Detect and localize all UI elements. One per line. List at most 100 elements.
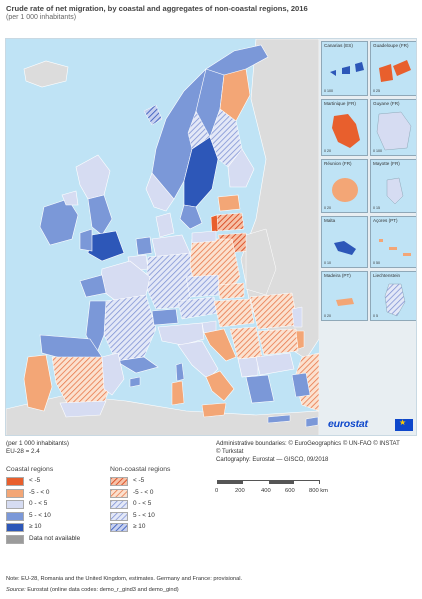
eu-average: EU-28 = 2.4 bbox=[6, 448, 40, 455]
scale-tick: 800 km bbox=[309, 488, 329, 494]
region-norway-south bbox=[145, 172, 175, 212]
region-austria bbox=[177, 296, 219, 320]
region-northern-ireland bbox=[61, 190, 79, 206]
legend-item: Data not available bbox=[6, 534, 80, 546]
legend-label: 0 - < 5 bbox=[29, 500, 48, 507]
region-croatia bbox=[203, 328, 237, 362]
region-corsica bbox=[175, 362, 185, 382]
inset-guyane[interactable]: Guyane (FR) 0 100 bbox=[370, 99, 416, 156]
inset-scale: 0 20 bbox=[324, 314, 331, 318]
inset-label: Liechtenstein bbox=[373, 273, 401, 278]
legend-coastal: Coastal regions < -5 -5 - < 0 0 - < 5 5 … bbox=[6, 466, 80, 546]
legend-label: -5 - < 0 bbox=[29, 488, 50, 496]
inset-panel: Canarias (ES) 0 100 Martinique (FR) 0 20… bbox=[319, 39, 416, 435]
scale-tick: 200 bbox=[235, 488, 245, 494]
legend-label: < -5 bbox=[29, 477, 41, 484]
unit-label: (per 1 000 inhabitants) bbox=[6, 440, 70, 447]
region-baltic-coast bbox=[210, 214, 219, 234]
region-sardinia bbox=[171, 380, 185, 406]
legend-item: 0 - < 5 bbox=[110, 499, 170, 511]
inset-liechtenstein[interactable]: Liechtenstein 0 5 bbox=[370, 271, 416, 321]
region-east-nonEU bbox=[245, 228, 277, 296]
legend-item: 0 - < 5 bbox=[6, 499, 53, 511]
legend-item: ≥ 10 bbox=[110, 522, 170, 534]
source-line: Source: Eurostat (online data codes: dem… bbox=[6, 587, 179, 593]
region-crete bbox=[267, 414, 291, 424]
legend-swatch bbox=[6, 500, 24, 509]
inset-madeira[interactable]: Madeira (PT) 0 20 bbox=[321, 271, 368, 321]
region-latvia bbox=[215, 212, 245, 232]
inset-malta[interactable]: Malta 0 10 bbox=[321, 216, 368, 268]
inset-scale: 0 15 bbox=[373, 206, 380, 210]
scale-tick: 600 bbox=[285, 488, 295, 494]
inset-label: Guyane (FR) bbox=[373, 101, 400, 106]
legend-label: < -5 bbox=[133, 477, 145, 484]
legend-label: 5 - < 10 bbox=[133, 511, 155, 519]
credit-boundaries: Administrative boundaries: © EuroGeograp… bbox=[216, 441, 400, 447]
inset-label: Açores (PT) bbox=[373, 218, 398, 223]
region-england-south bbox=[87, 230, 125, 262]
legend-swatch bbox=[110, 488, 128, 498]
region-estonia bbox=[217, 194, 241, 212]
inset-martinique[interactable]: Martinique (FR) 0 20 bbox=[321, 99, 368, 156]
inset-scale: 0 20 bbox=[324, 149, 331, 153]
region-denmark bbox=[155, 212, 175, 238]
region-italy-south bbox=[205, 370, 235, 402]
region-ireland bbox=[39, 198, 79, 246]
inset-label: Madeira (PT) bbox=[324, 273, 351, 278]
inset-label: Canarias (ES) bbox=[324, 43, 353, 48]
region-spain-east bbox=[101, 352, 125, 396]
iceland bbox=[23, 60, 69, 88]
region-romania bbox=[249, 292, 299, 330]
region-scotland bbox=[75, 154, 111, 200]
eu-flag-icon bbox=[395, 418, 413, 431]
legend-item: < -5 bbox=[6, 476, 53, 488]
legend-swatch bbox=[6, 523, 24, 532]
region-portugal bbox=[23, 354, 53, 412]
legend-item: < -5 bbox=[110, 476, 170, 488]
scale-tick: 400 bbox=[261, 488, 271, 494]
inset-canarias[interactable]: Canarias (ES) 0 100 bbox=[321, 41, 368, 96]
legend-title: Non-coastal regions bbox=[110, 466, 171, 473]
region-england-north bbox=[87, 194, 113, 236]
region-netherlands bbox=[135, 236, 153, 256]
region-hungary bbox=[213, 298, 255, 328]
legend-swatch bbox=[6, 488, 24, 498]
legend-label: -5 - < 0 bbox=[133, 488, 154, 496]
legend-swatch bbox=[6, 534, 24, 544]
inset-acores[interactable]: Açores (PT) 0 50 bbox=[370, 216, 416, 268]
source-label: Source: bbox=[6, 587, 26, 593]
inset-mayotte[interactable]: Mayotte (FR) 0 15 bbox=[370, 159, 416, 213]
region-greece-north bbox=[255, 352, 295, 376]
region-sweden-south bbox=[179, 204, 203, 230]
legend-item: 5 - < 10 bbox=[6, 511, 53, 523]
source-text: Eurostat (online data codes: demo_r_gind… bbox=[27, 587, 179, 593]
footnote: Note: EU-28, Romania and the United King… bbox=[6, 576, 243, 582]
inset-scale: 0 20 bbox=[324, 206, 331, 210]
inset-reunion[interactable]: Réunion (FR) 0 20 bbox=[321, 159, 368, 213]
credit-turkstat: © Turkstat bbox=[216, 449, 244, 455]
region-svalbard-strip bbox=[143, 104, 163, 126]
europe-map[interactable]: Canarias (ES) 0 100 Martinique (FR) 0 20… bbox=[5, 38, 417, 436]
legend-swatch bbox=[110, 477, 128, 486]
credit-cartography: Cartography: Eurostat — GISCO, 09/2018 bbox=[216, 457, 329, 463]
scale-tick: 0 bbox=[215, 488, 219, 494]
region-albania-mk bbox=[237, 356, 259, 378]
legend-item: -5 - < 0 bbox=[6, 488, 53, 500]
region-finland-south bbox=[227, 148, 255, 188]
legend-swatch bbox=[6, 477, 24, 486]
region-spain-south bbox=[59, 400, 107, 418]
inset-label: Guadeloupe (FR) bbox=[373, 43, 409, 48]
region-slovakia bbox=[217, 282, 245, 300]
legend-label: Data not available bbox=[29, 534, 81, 542]
region-bulgaria-coast bbox=[295, 330, 305, 350]
legend-label: ≥ 10 bbox=[29, 523, 42, 530]
legend-label: 5 - < 10 bbox=[29, 511, 51, 519]
map-subtitle: (per 1 000 inhabitants) bbox=[6, 14, 77, 21]
credits: Administrative boundaries: © EuroGeograp… bbox=[216, 440, 422, 464]
inset-scale: 0 100 bbox=[373, 149, 382, 153]
inset-scale: 0 50 bbox=[373, 261, 380, 265]
region-poland-coast bbox=[191, 230, 217, 244]
inset-guadeloupe[interactable]: Guadeloupe (FR) 0 25 bbox=[370, 41, 416, 96]
inset-scale: 0 100 bbox=[324, 89, 333, 93]
